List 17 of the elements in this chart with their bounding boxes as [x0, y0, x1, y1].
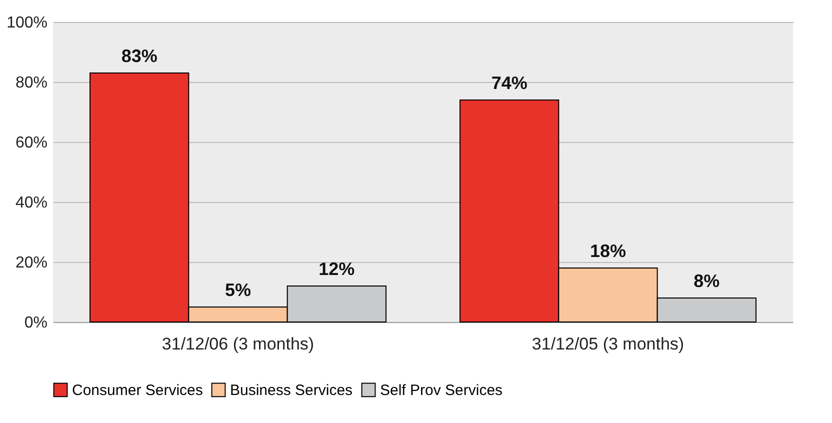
y-tick-label: 0%	[24, 314, 48, 332]
x-tick-label: 31/12/06 (3 months)	[162, 334, 314, 354]
data-label: 5%	[224, 280, 252, 300]
legend-label: Self Prov Services	[380, 382, 503, 399]
data-label: 12%	[318, 259, 355, 279]
x-tick-label: 31/12/05 (3 months)	[532, 334, 684, 354]
data-label: 18%	[590, 241, 626, 261]
legend-label: Business Services	[230, 382, 353, 399]
data-label: 83%	[121, 46, 158, 66]
data-label: 8%	[694, 271, 720, 291]
y-tick-label: 20%	[15, 254, 48, 272]
y-tick-label: 80%	[15, 74, 48, 92]
y-tick-label: 60%	[15, 134, 48, 152]
legend-label: Consumer Services	[72, 382, 203, 399]
y-tick-label: 100%	[6, 14, 48, 32]
data-label: 74%	[491, 73, 528, 93]
y-tick-label: 40%	[15, 194, 48, 212]
